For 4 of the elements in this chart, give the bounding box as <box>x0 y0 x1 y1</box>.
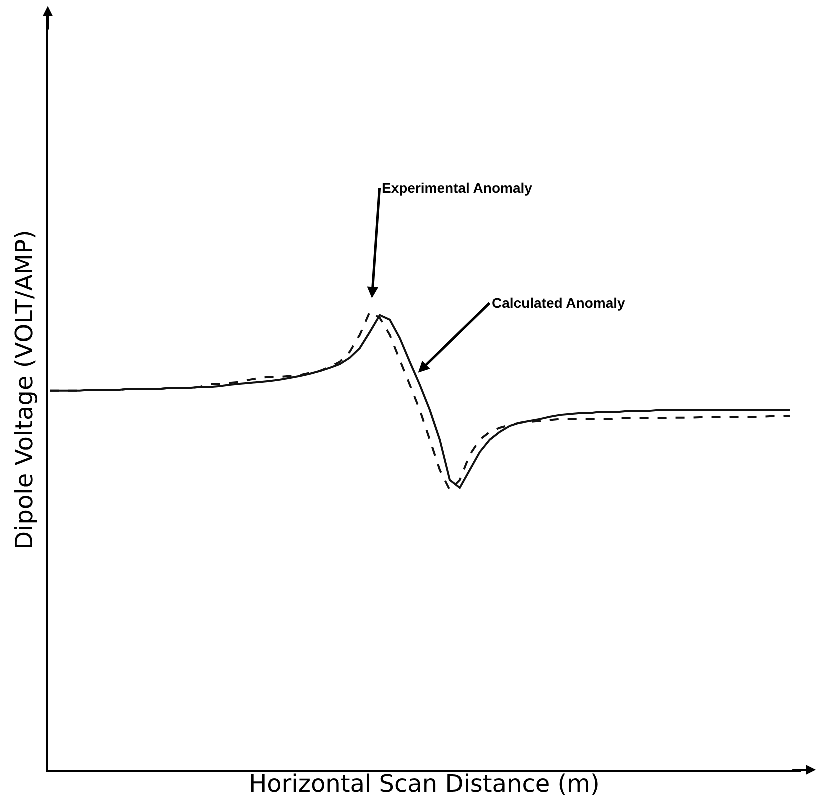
y-axis-title: Dipole Voltage (VOLT/AMP) <box>10 230 39 550</box>
text: Calculated Anomaly <box>492 295 626 311</box>
x-axis-title: Horizontal Scan Distance (m) <box>249 770 600 798</box>
text: Experimental Anomaly <box>382 180 533 196</box>
